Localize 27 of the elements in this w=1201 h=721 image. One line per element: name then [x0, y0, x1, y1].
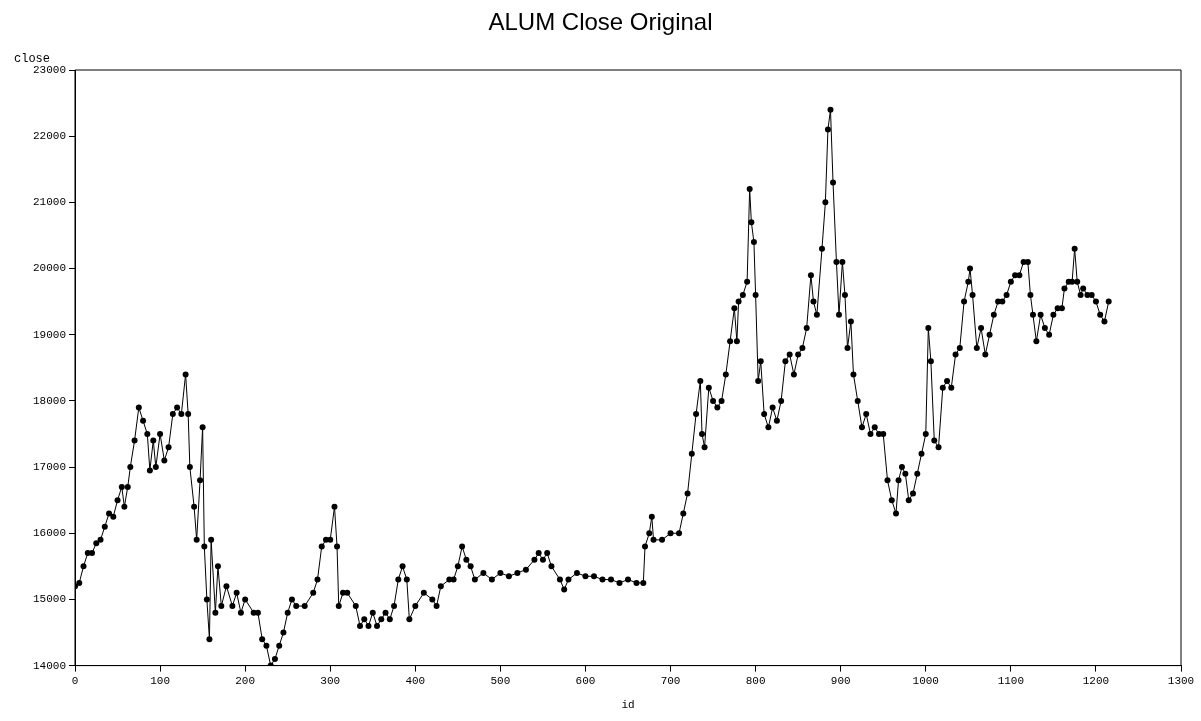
- x-tick-label: 1000: [912, 675, 939, 688]
- x-tick-label: 1200: [1082, 675, 1110, 688]
- x-tick-label: 1300: [1167, 675, 1195, 688]
- y-tick-label: 14000: [32, 659, 67, 672]
- x-tick-label: 900: [830, 675, 851, 688]
- x-axis-title: id: [621, 699, 635, 712]
- y-tick-label: 22000: [32, 130, 67, 143]
- x-tick-label: 100: [150, 675, 170, 688]
- y-tick-label: 19000: [32, 328, 67, 341]
- x-tick-label: 400: [405, 675, 426, 688]
- x-tick-label: 800: [745, 675, 766, 688]
- y-tick-label: 21000: [32, 196, 67, 209]
- x-tick-label: 0: [71, 675, 79, 688]
- y-tick-label: 18000: [32, 394, 67, 407]
- y-axis-title: close: [14, 52, 51, 66]
- x-tick-label: 300: [320, 675, 341, 688]
- x-tick-label: 500: [490, 675, 511, 688]
- y-tick-label: 16000: [32, 527, 67, 540]
- y-tick-label: 23000: [32, 63, 67, 76]
- chart-title: ALUM Close Original: [487, 8, 714, 36]
- y-tick-label: 20000: [32, 262, 67, 275]
- x-tick-label: 200: [235, 675, 256, 688]
- y-tick-label: 15000: [32, 593, 67, 606]
- x-tick-label: 1100: [997, 675, 1025, 688]
- x-tick-label: 700: [660, 675, 681, 688]
- x-tick-label: 600: [575, 675, 596, 688]
- y-tick-label: 17000: [32, 460, 67, 473]
